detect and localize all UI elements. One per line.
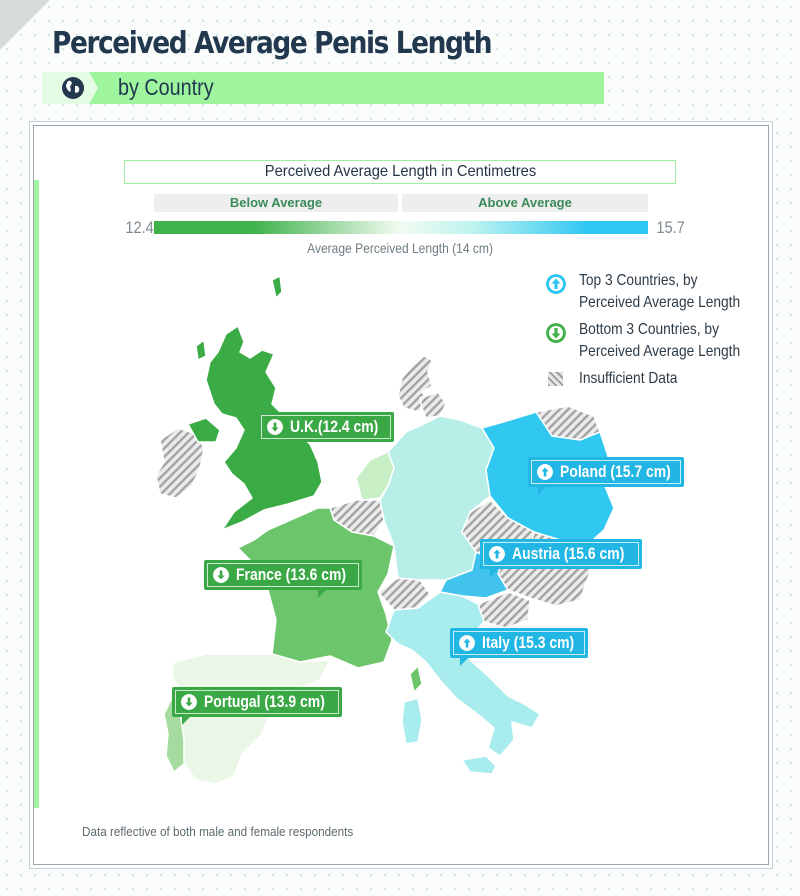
legend-top3-line1: Top 3 Countries, by (579, 272, 698, 289)
footnote: Data reflective of both male and female … (82, 824, 354, 839)
arrow-up-circle-icon (489, 546, 505, 562)
region-uk-islands (195, 275, 283, 361)
callout-portugal: Portugal (13.9 cm) (172, 687, 342, 725)
region-sardinia (401, 697, 423, 745)
callout-france-label: France (13.6 cm) (236, 565, 347, 584)
legend-bottom3-line1: Bottom 3 Countries, by (579, 321, 719, 338)
panel-accent-bar (34, 180, 39, 808)
below-average-label: Below Average (154, 194, 398, 212)
arrow-down-circle-icon (546, 323, 566, 343)
arrow-down-circle-icon (181, 694, 197, 710)
arrow-up-circle-icon (537, 464, 553, 480)
callout-poland: Poland (15.7 cm) (528, 457, 684, 495)
legend-insufficient-label: Insufficient Data (579, 370, 678, 387)
region-corsica (409, 665, 423, 693)
callout-uk-label: U.K.(12.4 cm) (290, 417, 379, 436)
callout-uk: U.K.(12.4 cm) (258, 412, 394, 450)
callout-italy-label: Italy (15.3 cm) (482, 633, 575, 652)
color-scale-bar (154, 221, 648, 234)
arrow-down-circle-icon (267, 419, 283, 435)
corner-fold (0, 0, 50, 50)
average-label: Average Perceived Length (14 cm) (307, 240, 493, 256)
subtitle-icon-tab (42, 72, 98, 104)
scale-title-box: Perceived Average Length in Centimetres (124, 160, 676, 184)
hatch-swatch-icon (548, 372, 563, 386)
page-title: Perceived Average Penis Length (52, 26, 493, 61)
arrow-up-circle-icon (459, 635, 475, 651)
above-average-label: Above Average (402, 194, 648, 212)
page-subtitle: by Country (118, 74, 214, 100)
callout-austria: Austria (15.6 cm) (480, 539, 642, 577)
callout-france: France (13.6 cm) (204, 560, 362, 598)
region-italy (385, 591, 541, 757)
arrow-down-circle-icon (213, 567, 229, 583)
region-ireland (155, 427, 205, 499)
subtitle-band (42, 72, 604, 104)
callout-italy: Italy (15.3 cm) (450, 628, 588, 666)
scale-min-value: 12.4 (125, 218, 154, 237)
callout-portugal-label: Portugal (13.9 cm) (204, 692, 325, 711)
legend-bottom3-line2: Perceived Average Length (579, 343, 741, 360)
callout-poland-label: Poland (15.7 cm) (560, 462, 671, 481)
scale-title: Perceived Average Length in Centimetres (264, 163, 536, 180)
callout-austria-label: Austria (15.6 cm) (512, 544, 625, 563)
arrow-up-circle-icon (546, 274, 566, 294)
globe-icon (62, 77, 84, 99)
scale-max-value: 15.7 (656, 218, 685, 237)
region-spain (171, 653, 331, 785)
region-northern-ireland (187, 417, 221, 443)
region-sicily (461, 755, 497, 775)
legend-top3-line2: Perceived Average Length (579, 294, 741, 311)
